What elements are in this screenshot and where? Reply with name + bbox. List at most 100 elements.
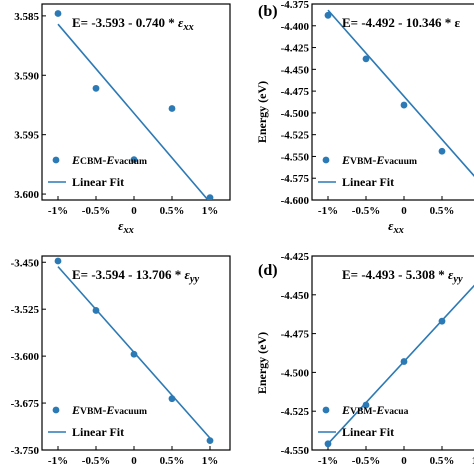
y-tick-label: -4.450 [281,64,310,76]
data-point [400,101,408,109]
fit-equation: E= -3.593 - 0.740 * εxx [72,15,194,33]
plot-frame [41,255,231,451]
plot-frame [41,3,231,201]
y-axis-label: Energy (eV) [255,332,269,394]
data-point [168,395,176,403]
y-tick-label: -3.750 [11,445,40,457]
x-tick-label: 1% [202,205,219,217]
y-tick-label: -4.500 [281,108,310,120]
x-tick-label: -0.5% [82,455,110,467]
x-tick-label: 0 [401,205,407,217]
data-point [362,55,370,63]
fit-equation: E= -4.493 - 5.308 * εyy [342,267,463,285]
x-tick-label: -1% [48,205,68,217]
y-tick-label: -4.600 [281,195,310,207]
data-point [400,358,408,365]
plot-area: E= -3.594 - 13.706 * εyy EVBM-Evacuum Line… [48,257,214,445]
plot-frame [311,3,474,201]
x-tick-label: -0.5% [82,205,110,217]
legend-points-marker [52,406,60,414]
y-axis-label: Energy (eV) [255,81,269,143]
legend-points-label: EVBM-Evacua [341,403,409,417]
y-tick-label: -3.525 [11,304,40,316]
x-tick-label: -0.5% [352,205,380,217]
y-tick-label: -4.550 [281,445,310,457]
y-tick-label: -3.600 [11,351,40,363]
y-tick-label: 3.585 [14,11,39,23]
y-tick-label: -4.475 [281,86,310,98]
x-tick-label: 1% [472,455,474,467]
y-tick-label: -4.525 [281,130,310,142]
data-point [362,401,370,409]
y-tick-label: -4.550 [281,151,310,163]
x-tick-label: 0.5% [160,205,185,217]
x-tick-label: 0.5% [160,455,185,467]
x-axis-label: εxx [388,218,404,236]
y-tick-label: -4.450 [281,290,310,302]
y-tick-label: -4.375 [281,0,310,11]
chart-panel-4: -4.425 -4.450 -4.475 -4.500 -4.525 -4.550 -1% -… [255,251,474,474]
chart-panel-2: -4.375 -4.400 -4.425 -4.450 -4.475 -4.500 -4.5… [255,0,474,236]
legend-line-label: Linear Fit [72,175,124,189]
x-axis-label: εxx [118,218,134,236]
y-tick-label: -4.425 [281,43,310,55]
legend-line-label: Linear Fit [72,425,124,439]
y-tick-label: -4.525 [281,406,310,418]
y-tick-label: 3.600 [14,189,39,201]
data-point [438,147,446,155]
data-point [92,307,100,314]
x-tick-label: 0 [401,455,407,467]
data-point [92,84,100,92]
x-tick-label: 1% [202,455,219,467]
y-tick-label: -4.425 [281,251,310,263]
x-tick-label: -1% [318,455,338,467]
y-tick-label: 3.595 [14,130,39,142]
data-point [206,194,214,200]
linear-fit-line [57,23,210,200]
x-tick-label: 0 [131,205,137,217]
legend-points-label: EVBM-Evacuum [341,153,417,167]
chart-panel-3: -3.450 -3.525 -3.600 -3.675 -3.750 -1% -0.5% 0 0… [11,255,231,474]
plot-area: E= -4.492 - 10.346 * ε EVBM-Evacuum Linear… [318,9,474,189]
panel-label: (b) [258,3,278,20]
y-tick-label: -3.675 [11,398,40,410]
y-tick-label: -3.450 [11,257,40,269]
x-tick-label: 0.5% [430,455,455,467]
data-point [438,317,446,325]
legend-points-marker [52,156,60,164]
x-axis-label: εyy [119,468,134,474]
legend-points-label: EVBM-Evacuum [71,403,147,417]
data-point [54,257,62,265]
data-point [168,105,176,112]
x-tick-label: 0 [131,455,137,467]
legend-points-label: ECBM-Evacuum [71,153,147,167]
y-tick-label: -4.400 [281,21,310,33]
plot-area: E= -4.493 - 5.308 * εyy EVBM-Evacua Linear… [318,267,474,448]
y-tick-label: -4.500 [281,367,310,379]
fit-equation: E= -3.594 - 13.706 * εyy [72,267,199,285]
y-tick-label: -4.575 [281,173,310,185]
linear-fit-line [327,9,474,177]
legend-points-marker [322,156,330,164]
data-point [324,440,332,448]
fit-equation: E= -4.492 - 10.346 * ε [342,15,460,30]
x-tick-label: -1% [48,455,68,467]
data-point [130,350,138,358]
data-point [54,10,62,17]
plot-area: E= -3.593 - 0.740 * εxx ECBM-Evacuum Linea… [48,10,214,200]
legend-points-marker [322,406,330,414]
chart-panel-1: 3.585 3.590 3.595 3.600 -1% -0.5% 0 0.5% 1% εxx E=… [14,3,231,236]
data-point [324,11,332,19]
x-tick-label: 0.5% [430,205,455,217]
legend-line-label: Linear Fit [342,175,394,189]
legend-line-label: Linear Fit [342,425,394,439]
data-point [130,156,138,164]
plot-frame [311,255,474,451]
x-tick-label: -0.5% [352,455,380,467]
data-point [206,437,214,445]
x-axis-label: εyy [389,468,404,474]
y-tick-label: -4.475 [281,329,310,341]
x-tick-label: -1% [318,205,338,217]
y-tick-label: 3.590 [14,70,39,82]
